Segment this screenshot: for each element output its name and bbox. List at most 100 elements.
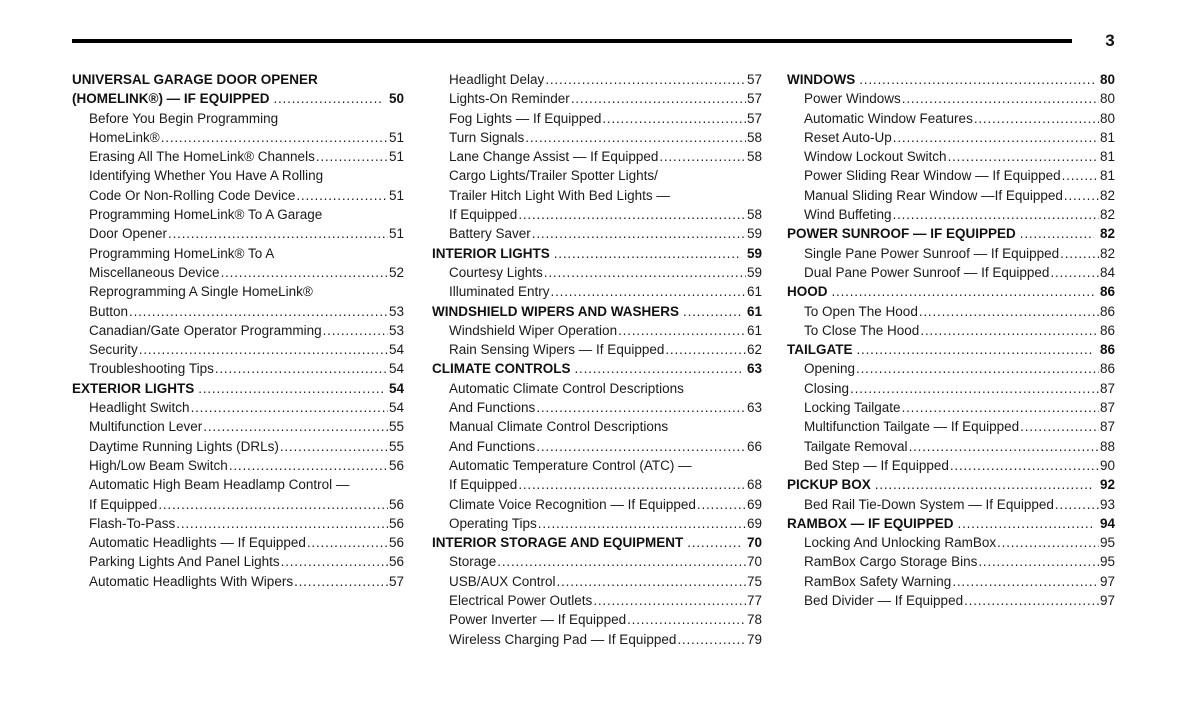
toc-entry-title: Bed Divider — If Equipped [804, 593, 964, 609]
toc-entry-title: Operating Tips [449, 515, 537, 531]
toc-dot-leader: ........................................… [497, 554, 746, 570]
toc-entry-title: Opening [804, 361, 856, 377]
toc-entry: Single Pane Power Sunroof — If Equipped.… [787, 244, 1115, 263]
toc-dot-leader: ........................................… [531, 226, 746, 242]
toc-entry-title: CLIMATE CONTROLS [432, 361, 571, 377]
toc-entry-page: 68 [746, 477, 762, 493]
toc-entry-title: High/Low Beam Switch [89, 457, 228, 473]
toc-entry-page: 63 [746, 361, 762, 377]
toc-entry: Courtesy Lights.........................… [432, 263, 762, 282]
toc-entry-title: HOOD [787, 284, 828, 300]
toc-entry-page: 69 [746, 496, 762, 512]
toc-entry-title: Windshield Wiper Operation [449, 322, 618, 338]
toc-entry-page: 56 [388, 535, 404, 551]
toc-entry: Automatic Temperature Control (ATC) — [432, 456, 762, 475]
toc-entry: Headlight Delay.........................… [432, 70, 762, 89]
toc-entry-page: 66 [746, 438, 762, 454]
toc-dot-leader: ........................................… [920, 322, 1099, 338]
toc-entry-title: Troubleshooting Tips [89, 361, 214, 377]
toc-entry-title: If Equipped [449, 477, 518, 493]
toc-entry-title: Storage [449, 554, 497, 570]
toc-entry: USB/AUX Control.........................… [432, 572, 762, 591]
toc-entry: Manual Sliding Rear Window —If Equipped.… [787, 186, 1115, 205]
toc-entry: Cargo Lights/Trailer Spotter Lights/ [432, 166, 762, 185]
toc-entry-page: 86 [1099, 361, 1115, 377]
toc-dot-leader: ........................................… [997, 535, 1099, 551]
toc-entry-page: 54 [388, 380, 404, 396]
toc-entry: Dual Pane Power Sunroof — If Equipped...… [787, 263, 1115, 282]
toc-entry-title: RamBox Safety Warning [804, 573, 952, 589]
toc-dot-leader: ........................................… [296, 187, 388, 203]
toc-entry-page: 97 [1099, 573, 1115, 589]
toc-entry: Turn Signals............................… [432, 128, 762, 147]
toc-entry-page: 82 [1099, 245, 1115, 261]
toc-entry-title: PICKUP BOX [787, 477, 871, 493]
toc-entry-title: Programming HomeLink® To A [89, 245, 275, 261]
toc-entry: Reset Auto-Up...........................… [787, 128, 1115, 147]
toc-entry-page: 61 [746, 303, 762, 319]
toc-entry: To Close The Hood.......................… [787, 321, 1115, 340]
toc-dot-leader: ........................................… [279, 438, 388, 454]
toc-entry: Automatic Climate Control Descriptions [432, 379, 762, 398]
toc-entry-title: To Close The Hood [804, 322, 920, 338]
toc-dot-leader: ........................................… [659, 149, 746, 165]
toc-entry-title: Power Sliding Rear Window — If Equipped [804, 168, 1061, 184]
toc-entry-title: Manual Sliding Rear Window —If Equipped [804, 187, 1063, 203]
toc-entry-page: 88 [1099, 438, 1115, 454]
toc-entry-page: 87 [1099, 400, 1115, 416]
toc-entry-title: And Functions [449, 438, 536, 454]
toc-dot-leader: ........................................… [556, 573, 746, 589]
toc-entry-title: Turn Signals [449, 129, 525, 145]
toc-entry: Fog Lights — If Equipped................… [432, 109, 762, 128]
toc-entry-title: EXTERIOR LIGHTS [72, 380, 195, 396]
toc-entry-title: Fog Lights — If Equipped [449, 110, 602, 126]
toc-entry-title: POWER SUNROOF — IF EQUIPPED [787, 226, 1016, 242]
toc-entry-page: 95 [1099, 554, 1115, 570]
toc-entry: Multifunction Tailgate — If Equipped....… [787, 417, 1115, 436]
toc-entry: Trailer Hitch Light With Bed Lights — [432, 186, 762, 205]
toc-dot-leader: ........................................… [1020, 419, 1099, 435]
toc-entry: Miscellaneous Device....................… [72, 263, 404, 282]
toc-entry: If Equipped.............................… [432, 475, 762, 494]
toc-entry-page: 82 [1099, 207, 1115, 223]
toc-entry-title: Tailgate Removal [804, 438, 908, 454]
toc-entry: And Functions...........................… [432, 437, 762, 456]
toc-dot-leader: ........................................… [978, 554, 1099, 570]
toc-entry: Locking Tailgate........................… [787, 398, 1115, 417]
toc-entry-title: Manual Climate Control Descriptions [449, 419, 669, 435]
toc-dot-leader: ........................................… [273, 91, 383, 107]
toc-entry: Door Opener.............................… [72, 224, 404, 243]
toc-entry-page: 81 [1099, 149, 1115, 165]
toc-entry: HomeLink®...............................… [72, 128, 404, 147]
toc-dot-leader: ........................................… [901, 400, 1099, 416]
toc-dot-leader: ........................................… [525, 129, 746, 145]
toc-column-1: UNIVERSAL GARAGE DOOR OPENER (HOMELINK®) … [72, 70, 404, 591]
toc-dot-leader: ........................................… [138, 342, 388, 358]
toc-entry: Automatic Headlights — If Equipped......… [72, 533, 404, 552]
toc-dot-leader: ........................................… [536, 438, 746, 454]
toc-dot-leader: ........................................… [859, 72, 1094, 87]
toc-entry-page: 51 [388, 187, 404, 203]
toc-entry-page: 51 [388, 226, 404, 242]
toc-entry: Lights-On Reminder......................… [432, 89, 762, 108]
toc-dot-leader: ........................................… [537, 515, 746, 531]
toc-dot-leader: ........................................… [1054, 496, 1099, 512]
toc-entry-title: Headlight Delay [449, 72, 545, 87]
toc-entry-page: 84 [1099, 264, 1115, 280]
toc-dot-leader: ........................................… [901, 91, 1099, 107]
toc-dot-leader: ........................................… [518, 207, 746, 223]
toc-entry: Code Or Non-Rolling Code Device.........… [72, 186, 404, 205]
toc-entry-title: Cargo Lights/Trailer Spotter Lights/ [449, 168, 658, 184]
toc-entry-title: Bed Rail Tie-Down System — If Equipped [804, 496, 1054, 512]
toc-entry: Lane Change Assist — If Equipped........… [432, 147, 762, 166]
toc-section-entry: UNIVERSAL GARAGE DOOR OPENER [72, 70, 404, 89]
toc-section-entry: (HOMELINK®) — IF EQUIPPED...............… [72, 89, 404, 108]
toc-entry-page: 58 [746, 129, 762, 145]
toc-entry-title: Automatic Headlights With Wipers [89, 573, 294, 589]
toc-section-entry: INTERIOR STORAGE AND EQUIPMENT..........… [432, 533, 762, 552]
toc-dot-leader: ........................................… [964, 593, 1099, 609]
toc-entry: Operating Tips..........................… [432, 514, 762, 533]
toc-dot-leader: ........................................… [553, 245, 741, 261]
toc-entry: Erasing All The HomeLink® Channels......… [72, 147, 404, 166]
toc-entry-page: 54 [388, 400, 404, 416]
